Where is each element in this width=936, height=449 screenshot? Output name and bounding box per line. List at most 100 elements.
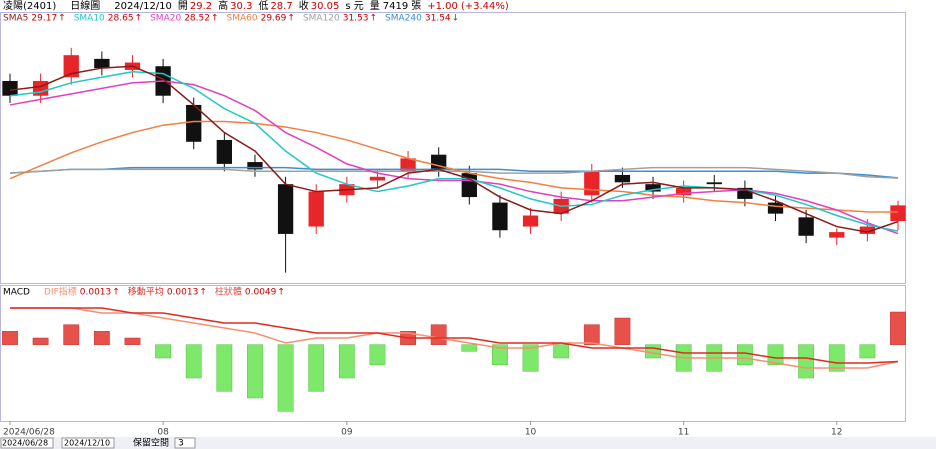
- start-text: 2024/06/28: [2, 439, 48, 448]
- candle-body: [369, 176, 386, 181]
- osc-bar: [492, 344, 508, 365]
- legend-name: SMA20: [150, 14, 181, 24]
- ma-line: [9, 166, 899, 179]
- osc-bar: [828, 344, 845, 372]
- legend-value: 28.65: [108, 14, 134, 24]
- osc-bar: [859, 344, 876, 359]
- legend-arrow: ↑: [112, 288, 120, 298]
- legend-arrow: ↑: [135, 14, 143, 24]
- osc-bar: [32, 337, 49, 345]
- osc-bar: [277, 344, 294, 412]
- price-panel: [0, 12, 906, 284]
- candle-body: [308, 191, 324, 227]
- candle-body: [829, 232, 845, 238]
- legend-name: 柱狀體: [215, 286, 242, 298]
- field-label: 開: [178, 0, 188, 12]
- osc-bar: [247, 344, 263, 399]
- osc-bar: [767, 344, 784, 365]
- osc-bar: [63, 324, 80, 345]
- change: +1.00: [427, 1, 458, 12]
- x-tick-label: 10: [525, 428, 537, 438]
- legend-value: 0.0013: [80, 288, 112, 298]
- ma-line: [9, 71, 899, 232]
- date: 2024/12/10: [114, 1, 172, 12]
- candle-body: [94, 58, 110, 69]
- start-input[interactable]: [0, 437, 54, 449]
- candle-body: [890, 205, 906, 222]
- candle-body: [247, 162, 263, 170]
- candle-body: [216, 139, 232, 164]
- candle-body: [32, 80, 49, 96]
- end-input[interactable]: [61, 437, 115, 449]
- osc-bar: [2, 331, 18, 345]
- legend-value: 31.54: [425, 14, 451, 24]
- macd-line: [10, 307, 899, 369]
- osc-bar: [216, 344, 233, 392]
- legend-arrow: ↓: [452, 14, 460, 24]
- legend-arrow: ↑: [370, 14, 378, 24]
- candle-body: [859, 226, 876, 234]
- legend-arrow: ↑: [211, 14, 219, 24]
- candle-body: [277, 184, 294, 234]
- x-tick-label: 12: [831, 428, 842, 438]
- field-value: 30.3: [230, 1, 252, 12]
- field-label: 低: [258, 0, 268, 12]
- legend-name: SMA60: [227, 14, 258, 24]
- candle-body: [186, 104, 202, 142]
- osc-bar: [308, 344, 325, 392]
- field-value: 30.05: [311, 1, 340, 12]
- legend-name: 移動平均: [128, 286, 164, 298]
- x-tick-label: 08: [157, 428, 169, 438]
- period: 日線圖: [70, 0, 100, 12]
- unit: s 元: [345, 1, 363, 12]
- legend-name: SMA240: [385, 14, 422, 24]
- x-tick-label: 11: [678, 428, 689, 438]
- legend-value: 0.0013: [167, 288, 199, 298]
- osc-bar: [553, 344, 570, 359]
- field-label: 收: [299, 0, 309, 12]
- osc-bar: [155, 344, 172, 359]
- end-text: 2024/12/10: [64, 439, 110, 448]
- legend-value: 29.17: [31, 14, 57, 24]
- candle-body: [431, 154, 447, 170]
- ma-line: [9, 65, 899, 233]
- legend-value: 29.69: [261, 14, 287, 24]
- legend-value: 0.0049: [245, 288, 277, 298]
- macd-panel: [0, 285, 906, 422]
- candle-body: [522, 215, 539, 227]
- field-value: 29.2: [190, 1, 212, 12]
- space-text: 3: [178, 439, 184, 449]
- space-input[interactable]: [174, 437, 196, 449]
- osc-bar: [185, 344, 202, 379]
- osc-bar: [798, 344, 815, 379]
- macd-line: [10, 307, 899, 364]
- osc-bar: [430, 324, 447, 345]
- candle-body: [645, 184, 661, 192]
- candle-body: [614, 174, 631, 183]
- legend-arrow: ↑: [287, 14, 295, 24]
- legend-name: DIF指標: [44, 286, 77, 298]
- candle-body: [676, 187, 692, 196]
- legend-value: 31.53: [343, 14, 369, 24]
- candle-body: [492, 202, 508, 231]
- x-tick-label: 2024/06/28: [3, 428, 55, 438]
- osc-bar: [583, 324, 600, 345]
- field-label: 高: [218, 0, 228, 12]
- osc-bar: [338, 344, 355, 379]
- osc-bar: [93, 331, 110, 345]
- osc-bar: [645, 344, 661, 359]
- volume-label: 量: [370, 0, 380, 12]
- volume-unit: 張: [411, 0, 421, 12]
- candle-body: [737, 187, 753, 199]
- ma-line: [9, 120, 899, 213]
- osc-bar: [736, 344, 753, 365]
- symbol: 凌陽(2401): [3, 0, 56, 12]
- osc-bar: [522, 344, 539, 372]
- candle-body: [767, 202, 784, 214]
- legend-arrow: ↑: [277, 288, 285, 298]
- candle-body: [706, 182, 722, 185]
- panel-title: MACD: [3, 288, 30, 298]
- candle-body: [798, 217, 814, 236]
- candle-body: [2, 80, 18, 96]
